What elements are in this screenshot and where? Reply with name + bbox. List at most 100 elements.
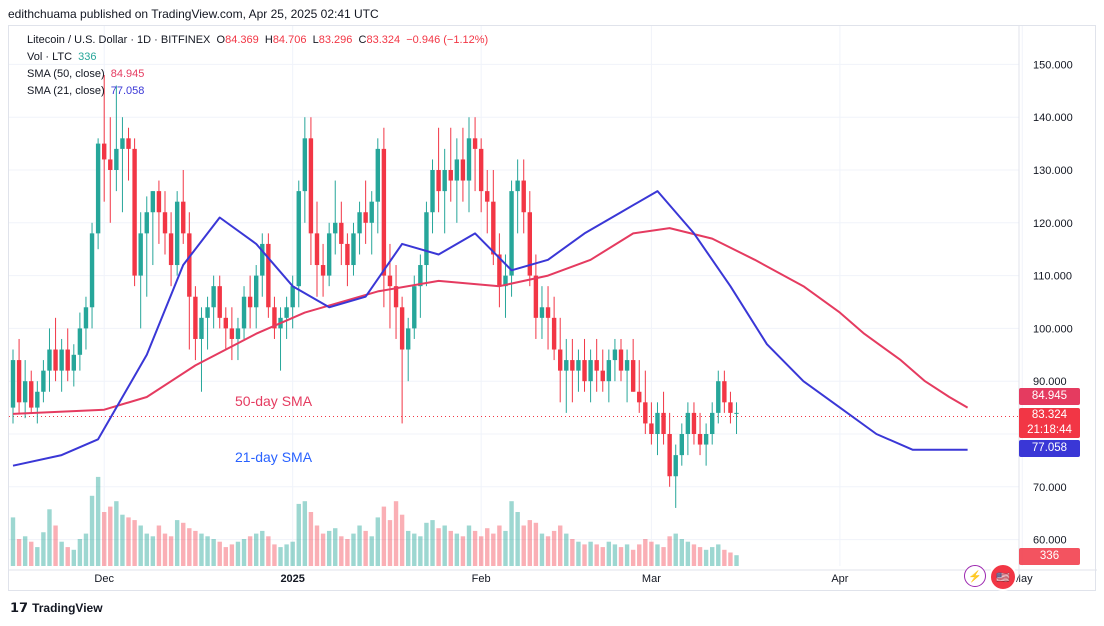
candle-body [168,233,174,266]
candle-body [564,360,569,371]
volume-bar [630,549,636,566]
volume-bar [229,544,235,566]
sma21-annotation: 21-day SMA [235,449,313,465]
legend-sma50[interactable]: SMA (50, close) 84.945 [27,68,145,80]
legend-symbol[interactable]: Litecoin / U.S. Dollar · 1D · BITFINEX [27,34,211,46]
candle-body [302,138,308,192]
volume-bar [527,520,532,566]
volume-bar [734,555,739,566]
volume-bar [576,541,581,566]
volume-bar [442,525,447,566]
candle-body [521,180,526,213]
volume-bar [606,541,612,566]
candle-body [10,360,16,408]
candle-body [576,360,581,371]
legend-low: 83.296 [318,34,353,46]
volume-bar [126,517,131,566]
candle-body [22,381,28,403]
volume-bar [685,541,691,566]
candle-body [363,212,368,223]
chart-frame[interactable]: 60.000 70.000 90.000 100.000 110.000 120.000 1… [8,25,1097,592]
volume-bar [254,533,259,566]
candle-body [545,307,551,318]
candle-body [266,243,271,308]
volume-bar [430,520,435,566]
volume-bar [89,495,95,566]
candle-body [217,286,222,318]
candle-body [606,360,612,382]
candle-body [260,243,265,276]
candle-body [539,307,545,318]
lightning-icon[interactable]: ⚡ [964,565,986,587]
volume-bar [485,528,490,566]
volume-bar [375,517,380,566]
candle-body [199,317,204,339]
volume-bar [716,544,721,566]
volume-bar [83,533,89,566]
volume-bar [345,539,350,566]
tv-logo-icon: 𝟭𝟳 [10,600,29,615]
candle-body [150,191,156,213]
legend-change: −0.946 (−1.12%) [406,34,489,46]
volume-bar [667,536,672,566]
volume-bar [521,525,526,566]
x-tick-label: May [1012,573,1033,585]
candle-body [624,360,630,371]
candle-body [442,170,447,192]
us-flag-icon[interactable]: 🇺🇸 [989,563,1017,591]
candle-body [156,191,162,213]
legend-volume[interactable]: Vol · LTC 336 [27,51,97,63]
candle-body [320,265,326,276]
candle-body [551,317,557,350]
candle-body [630,360,636,392]
volume-bar [266,536,271,566]
volume-bar [102,512,107,566]
chart-canvas[interactable]: 60.000 70.000 90.000 100.000 110.000 120.000 1… [9,26,1097,592]
volume-bar [211,539,216,566]
volume-bar [643,539,648,566]
volume-bar [637,544,642,566]
volume-bar [679,539,684,566]
volume-bar [351,533,356,566]
volume-bar [181,522,186,566]
candle-body [247,296,253,308]
candle-body [527,212,532,276]
candle-body [35,391,40,408]
volume-bar [393,501,399,566]
candle-body [193,296,198,339]
candle-body [612,349,618,361]
last-price-tag: 83.324 21:18:44 [1019,408,1080,438]
legend-sma21[interactable]: SMA (21, close) 77.058 [27,85,145,97]
tradingview-logo[interactable]: 𝟭𝟳 TradingView [10,600,103,615]
candle-body [485,191,490,202]
volume-bar [193,530,198,566]
volume-bar [558,525,563,566]
volume-bar [418,536,423,566]
volume-bar [150,536,156,566]
candle-body [697,434,703,445]
candle-body [108,159,113,170]
volume-bar [387,520,393,566]
volume-bar [156,525,162,566]
candle-body [716,381,721,413]
volume-bar [168,536,174,566]
candle-body [89,233,95,308]
candle-body [47,349,52,371]
candle-body [296,191,301,287]
candle-body [95,143,101,234]
volume-bar [710,547,715,566]
candle-body [734,412,739,414]
candle-body [655,412,660,434]
candle-body [59,349,64,371]
candle-body [509,191,514,276]
candle-body [71,354,76,371]
volume-bar [22,536,28,566]
candle-body [582,360,587,382]
x-tick-label: Apr [831,573,848,585]
candle-body [114,148,119,170]
volume-bar [314,525,320,566]
x-tick-label: 2025 [280,573,304,585]
volume-bar [448,530,453,566]
candle-body [53,349,58,371]
candle-body [351,233,356,266]
